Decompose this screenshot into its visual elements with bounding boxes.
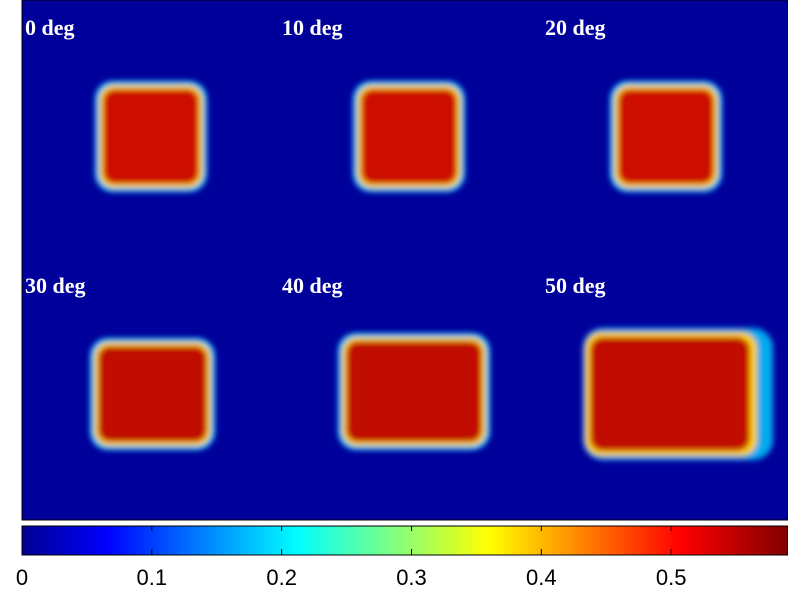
panel-label: 40 deg <box>282 273 343 298</box>
colorbar-tick-label: 0.4 <box>526 565 557 590</box>
colorbar-tick-label: 0.2 <box>266 565 297 590</box>
spot <box>338 333 490 450</box>
spot <box>610 81 722 192</box>
panel-label: 0 deg <box>25 15 75 40</box>
image-border <box>21 0 788 521</box>
spot <box>90 338 215 450</box>
panel-label: 50 deg <box>545 273 606 298</box>
spot <box>353 81 465 192</box>
panel-label: 30 deg <box>25 273 86 298</box>
colorbar-tick-label: 0 <box>16 565 28 590</box>
colorbar <box>21 525 788 556</box>
colorbar-tick-label: 0.3 <box>396 565 427 590</box>
colorbar-tick-label: 0.1 <box>137 565 168 590</box>
panel-label: 10 deg <box>282 15 343 40</box>
panel-label: 20 deg <box>545 15 606 40</box>
spot <box>583 328 773 460</box>
colorbar-tick-label: 0.5 <box>656 565 687 590</box>
spot <box>95 81 207 192</box>
spots <box>90 81 773 460</box>
